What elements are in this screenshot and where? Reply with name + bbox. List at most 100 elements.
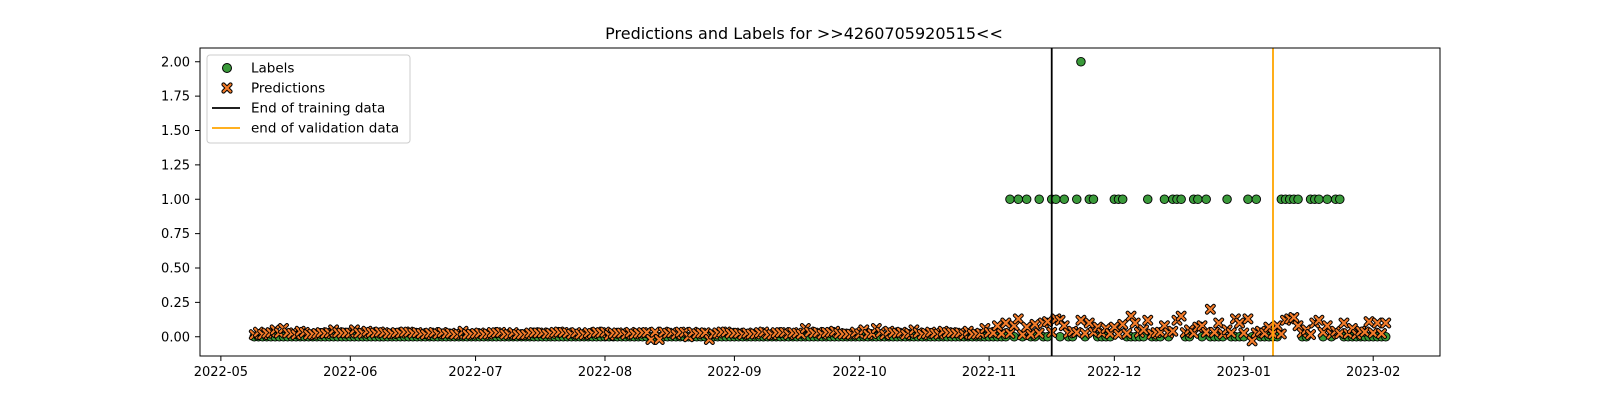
prediction-point (1321, 320, 1333, 332)
prediction-point (1017, 329, 1028, 341)
prediction-point (1108, 321, 1120, 333)
prediction-point (1367, 327, 1379, 339)
prediction-point (1025, 329, 1037, 340)
x-tick-label: 2022-10 (832, 365, 886, 380)
label-point (1059, 194, 1069, 204)
label-point (1005, 194, 1015, 204)
prediction-point (992, 320, 1003, 332)
legend-labels-marker (222, 63, 232, 73)
label-point (1243, 194, 1253, 204)
label-point (1117, 194, 1128, 204)
prediction-point (1371, 317, 1383, 329)
prediction-point (987, 327, 999, 339)
prediction-point (1246, 335, 1258, 347)
legend-training-text: End of training data (251, 101, 385, 117)
y-tick-label: 1.50 (161, 124, 190, 139)
y-axis: 0.00 0.25 0.50 0.75 1.00 1.25 1.50 1.75 2.00 (161, 55, 200, 345)
prediction-point (649, 326, 661, 338)
prediction-point (1242, 313, 1254, 325)
prediction-point (1209, 326, 1220, 338)
label-point (1193, 194, 1203, 204)
legend-labels-text: Labels (251, 61, 294, 77)
label-point (1072, 194, 1082, 204)
prediction-point (1000, 317, 1012, 329)
x-tick-label: 2022-05 (194, 365, 248, 380)
prediction-point (1200, 326, 1212, 338)
label-point (1322, 194, 1333, 204)
prediction-point (1167, 325, 1179, 337)
x-tick-label: 2023-01 (1217, 365, 1271, 380)
prediction-point (1380, 317, 1392, 329)
label-point (1021, 194, 1032, 204)
x-tick-label: 2022-07 (448, 365, 502, 380)
x-tick-label: 2022-09 (707, 365, 761, 380)
prediction-point (1376, 328, 1387, 339)
label-point (1142, 194, 1153, 204)
y-tick-label: 0.50 (161, 262, 190, 277)
prediction-point (1012, 313, 1024, 325)
prediction-point (1225, 327, 1237, 339)
prediction-point (1271, 320, 1283, 332)
prediction-point (996, 328, 1008, 340)
prediction-point (1359, 326, 1371, 338)
label-point (1335, 194, 1345, 204)
y-tick-label: 1.00 (161, 193, 190, 208)
y-tick-label: 1.25 (161, 158, 190, 173)
prediction-point (1363, 316, 1375, 328)
x-tick-label: 2023-02 (1346, 365, 1400, 380)
legend-predictions-marker (222, 83, 232, 93)
x-tick-label: 2022-06 (323, 365, 377, 380)
label-point (1176, 194, 1186, 204)
prediction-point (1313, 314, 1325, 326)
prediction-point (1121, 328, 1133, 339)
label-point (1314, 194, 1324, 204)
x-tick-label: 2022-12 (1087, 365, 1141, 380)
prediction-point (1234, 317, 1245, 329)
prediction-point (1334, 328, 1346, 340)
prediction-point (1083, 317, 1095, 329)
prediction-point (1138, 324, 1149, 336)
y-tick-label: 1.75 (161, 90, 190, 105)
y-tick-label: 2.00 (161, 55, 190, 70)
prediction-point (1292, 320, 1304, 332)
prediction-point (1117, 318, 1129, 330)
prediction-point (1159, 320, 1170, 332)
legend-predictions-text: Predictions (251, 81, 325, 97)
prediction-point (1129, 317, 1141, 329)
prediction-point (645, 334, 657, 345)
plot-area (248, 48, 1392, 356)
prediction-point (1238, 327, 1250, 339)
chart-title: Predictions and Labels for >>42607059205… (605, 24, 1003, 43)
label-point (1051, 194, 1061, 204)
prediction-point (1029, 318, 1041, 330)
label-point (1222, 194, 1232, 204)
prediction-point (1079, 328, 1091, 339)
label-point (1159, 194, 1170, 204)
prediction-point (1071, 327, 1083, 338)
label-point (1293, 194, 1303, 204)
x-tick-label: 2022-08 (578, 365, 632, 380)
x-axis: 2022-05 2022-06 2022-07 2022-08 2022-09 2022-… (194, 356, 1400, 380)
prediction-point (1142, 314, 1154, 326)
prediction-point (1058, 320, 1070, 332)
prediction-point (1288, 312, 1300, 323)
prediction-point (1113, 328, 1124, 340)
legend: Labels Predictions End of training data … (206, 54, 411, 144)
x-tick-label: 2022-11 (962, 365, 1016, 380)
label-point (1201, 194, 1211, 204)
prediction-point (1213, 317, 1225, 329)
label-point (1088, 194, 1099, 204)
prediction-point (1204, 303, 1216, 315)
label-point (1013, 194, 1024, 204)
prediction-point (1338, 317, 1350, 329)
legend-validation-text: end of validation data (251, 121, 399, 137)
prediction-point (1021, 321, 1033, 333)
label-point (1251, 194, 1262, 204)
label-point (1034, 194, 1044, 204)
prediction-point (1305, 329, 1316, 340)
prediction-point (1033, 327, 1045, 339)
plot-frame (199, 47, 1441, 357)
prediction-point (1175, 310, 1187, 322)
prediction-point (1042, 316, 1053, 328)
